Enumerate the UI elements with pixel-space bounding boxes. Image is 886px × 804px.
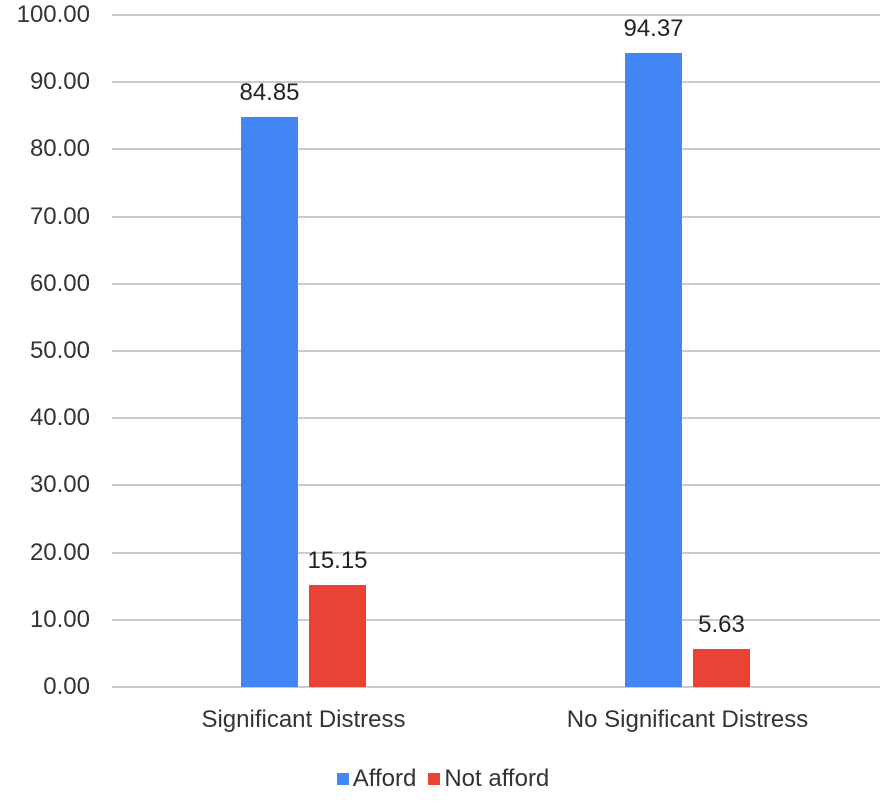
y-tick-label: 10.00 <box>29 605 90 633</box>
data-label: 5.63 <box>698 611 745 639</box>
x-category-label: No Significant Distress <box>566 706 809 733</box>
y-tick-label: 80.00 <box>29 135 90 163</box>
y-tick-label: 90.00 <box>29 68 90 96</box>
gridline <box>112 148 880 151</box>
data-label: 94.37 <box>623 14 684 42</box>
y-tick-label: 20.00 <box>29 538 90 566</box>
data-label: 15.15 <box>307 547 368 575</box>
legend-item: Not afford <box>428 767 549 791</box>
gridline <box>112 350 880 352</box>
bar-afford <box>625 52 682 687</box>
gridline <box>112 215 880 218</box>
y-tick-label: 40.00 <box>29 404 90 432</box>
legend: Afford Not afford <box>0 766 886 791</box>
y-tick-label: 100.00 <box>16 1 90 28</box>
gridline <box>112 81 880 84</box>
legend-swatch-icon <box>336 773 349 785</box>
gridline <box>112 551 880 554</box>
bar-not-afford <box>309 585 366 687</box>
legend-item: Afford <box>336 765 417 792</box>
x-category-label: Significant Distress <box>201 706 406 733</box>
y-tick-label: 0.00 <box>43 673 90 700</box>
gridline <box>112 618 880 621</box>
gridline <box>112 282 880 285</box>
legend-swatch-icon <box>428 773 441 785</box>
gridline <box>112 686 880 688</box>
gridline <box>112 484 880 487</box>
y-tick-label: 50.00 <box>29 337 90 364</box>
y-tick-label: 70.00 <box>29 202 90 230</box>
y-tick-label: 60.00 <box>29 269 90 297</box>
bar-afford <box>241 116 298 687</box>
gridline <box>112 417 880 420</box>
gridline <box>112 14 880 16</box>
legend-label: Afford <box>352 765 417 792</box>
y-tick-label: 30.00 <box>29 471 90 499</box>
data-label: 84.85 <box>239 78 300 106</box>
legend-label: Not afford <box>444 765 550 792</box>
bar-not-afford <box>693 649 750 687</box>
